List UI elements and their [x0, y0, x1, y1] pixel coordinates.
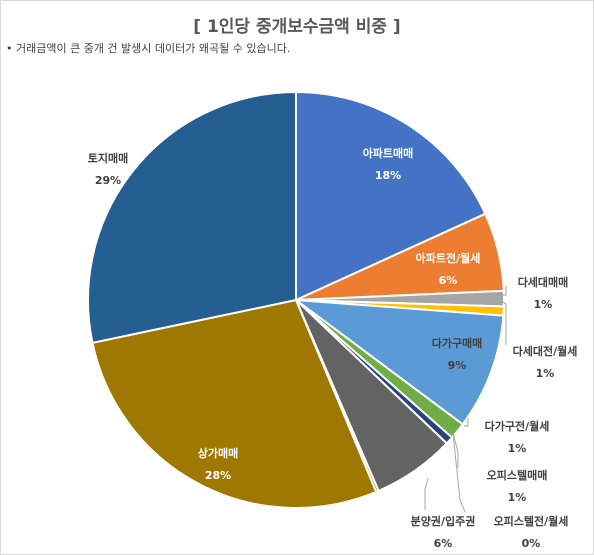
slice-percent-label: 18% — [375, 169, 401, 182]
slice-percent-label: 1% — [536, 367, 555, 380]
pie-slice — [91, 298, 378, 510]
slice-category-label: 오피스텔매매 — [487, 468, 548, 482]
slice-category-label: 아파트매매 — [363, 146, 414, 160]
slice-percent-label: 6% — [434, 537, 453, 550]
slice-percent-label: 28% — [205, 469, 231, 482]
leader-line — [499, 299, 507, 345]
slice-category-label: 분양권/입주권 — [411, 514, 476, 528]
slice-percent-label: 0% — [522, 537, 541, 550]
chart-title: [ 1인당 중개보수금액 비중 ] — [193, 17, 401, 37]
slice-percent-label: 1% — [534, 298, 553, 311]
chart-note: • 거래금액이 큰 중개 건 발생시 데이터가 왜곡될 수 있습니다. — [6, 42, 291, 55]
slice-category-label: 오피스텔전/월세 — [494, 514, 569, 528]
leader-line — [452, 432, 466, 513]
slice-percent-label: 1% — [508, 442, 527, 455]
slice-percent-label: 9% — [448, 359, 467, 372]
leader-line — [500, 286, 507, 296]
slice-category-label: 다세대매매 — [518, 275, 569, 289]
leader-line — [452, 432, 459, 468]
pie-slice — [295, 90, 487, 302]
leader-line — [424, 477, 429, 510]
slice-category-label: 다가구전/월세 — [485, 419, 550, 433]
pie-slice — [292, 298, 505, 426]
slice-category-label: 아파트전/월세 — [416, 251, 481, 265]
slice-percent-label: 6% — [439, 274, 458, 287]
slice-category-label: 상가매매 — [198, 446, 238, 460]
slice-percent-label: 29% — [95, 174, 121, 187]
slice-category-label: 토지매매 — [88, 151, 128, 165]
pie-slice — [87, 90, 297, 345]
leader-line — [464, 418, 469, 427]
slice-percent-label: 1% — [508, 491, 527, 504]
slice-category-label: 다가구매매 — [432, 336, 483, 350]
slice-category-label: 다세대전/월세 — [513, 344, 578, 358]
